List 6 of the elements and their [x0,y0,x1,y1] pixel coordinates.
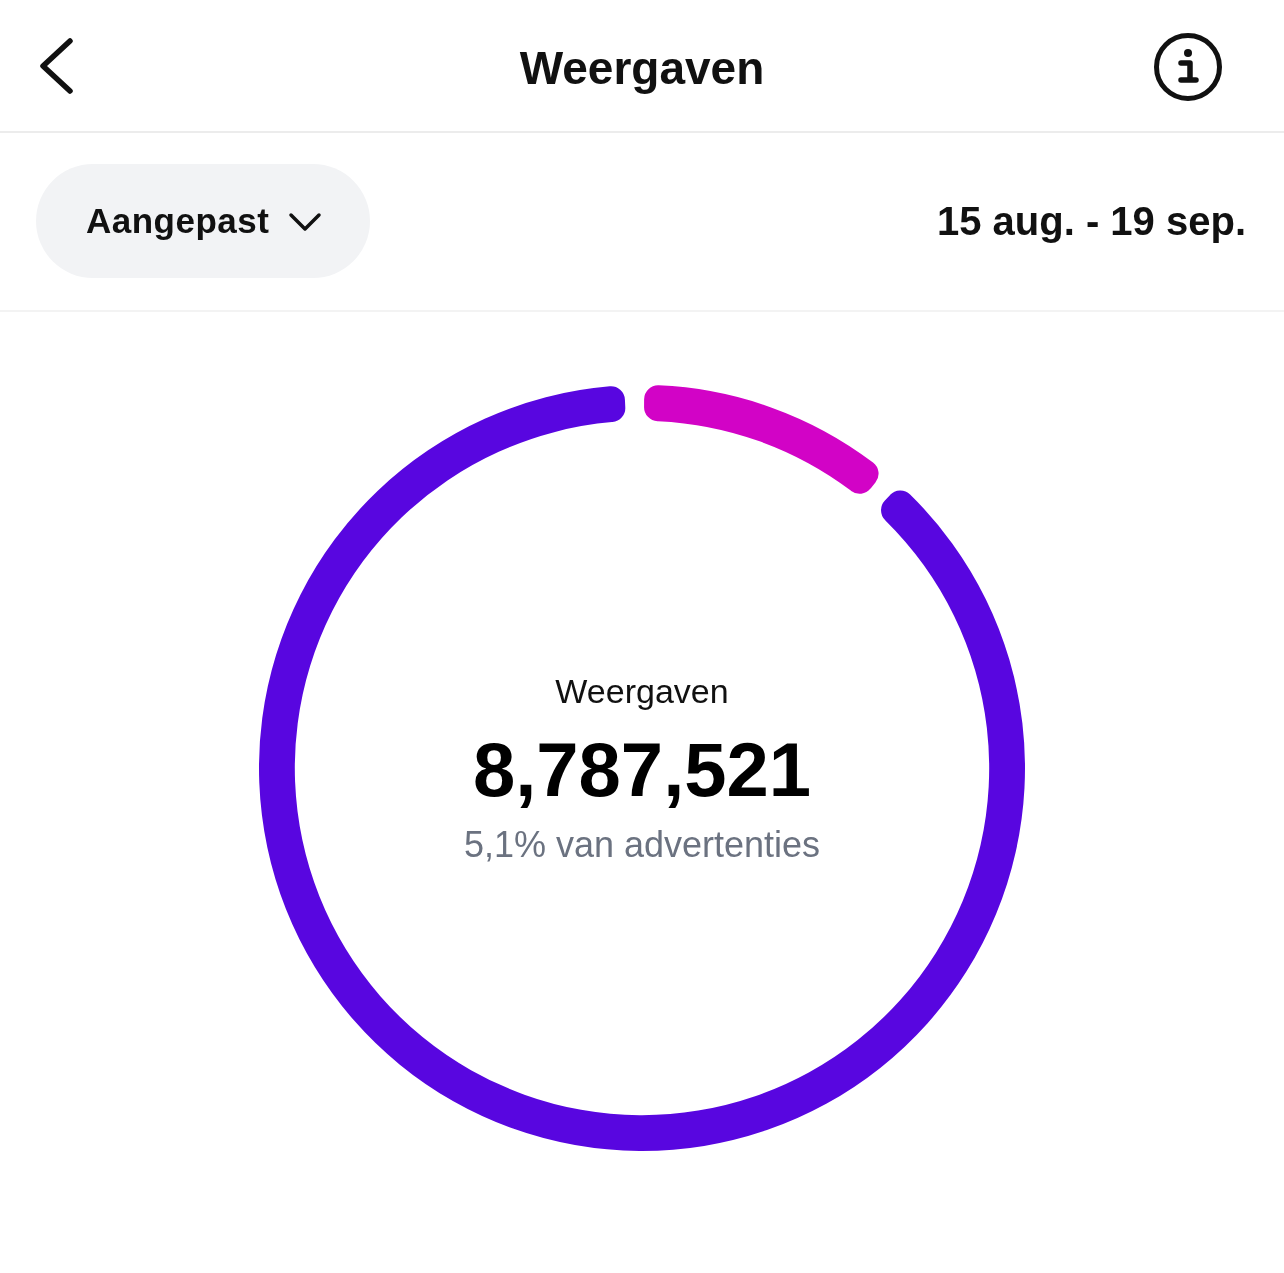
text: Weergaven [555,672,729,712]
chart-title: Weergaven [519,42,765,94]
text: 8,787,521 [472,726,812,814]
chart-subtitle: 15 aug. - 19 sep. [936,198,1246,243]
dropdown: Aangepast [36,164,370,278]
text: 5,1% van advertenties [463,824,821,866]
